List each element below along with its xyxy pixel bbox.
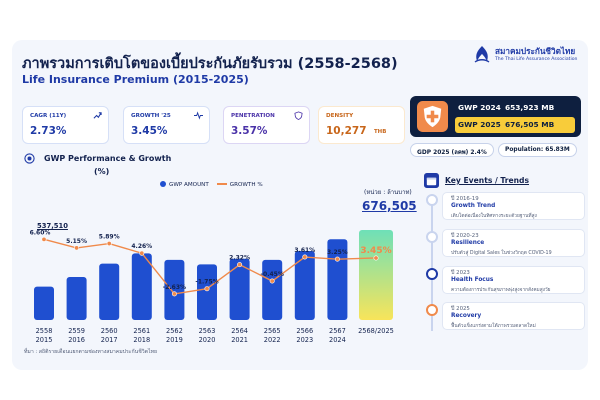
logo-emblem-icon: [474, 46, 490, 63]
kpi-card-cagr: CAGR (11Y) 2.73%: [22, 106, 109, 144]
event-heading: Health Focus: [451, 277, 494, 283]
latest-total-label: 676,505: [362, 199, 417, 213]
legend-label-growth: GROWTH %: [229, 182, 263, 188]
event-description: ฟื้นตัวแข็งแกร่งตามโต้ภาพรวมตลาดใหม่: [451, 324, 536, 329]
event-card-health: ปี 2023 Health Focus ความต้องการประกันสุ…: [442, 266, 585, 294]
events-title: Key Events / Trends: [445, 176, 530, 185]
kpi-value: 3.57%: [231, 125, 268, 137]
logo-name-th: สมาคมประกันชีวิตไทย: [495, 46, 576, 56]
gwp-row-2024: GWP 2024 653,923 MB: [455, 100, 575, 116]
event-card-resilience: ปี 2020-23 Resilience ปรับตัวสู่ Digital…: [442, 229, 585, 257]
population-pill: Population: 65.83M: [498, 143, 577, 157]
event-description: ปรับตัวสู่ Digital Sales ในช่วงวิกฤต COV…: [451, 251, 552, 256]
event-card-recovery: ปี 2025 Recovery ฟื้นตัวแข็งแกร่งตามโต้ภ…: [442, 302, 585, 330]
event-heading: Resilience: [451, 240, 485, 246]
kpi-card-growth: GROWTH '25 3.45%: [123, 106, 210, 144]
legend-label-amount: GWP AMOUNT: [169, 182, 209, 188]
timeline-dot: [426, 194, 438, 206]
gwp-value-2024: 653,923 MB: [505, 103, 555, 112]
kpi-value: 2.73%: [30, 125, 67, 137]
pulse-icon: [194, 111, 203, 120]
kpi-value: 3.45%: [131, 125, 168, 137]
event-year: ปี 2023: [451, 270, 470, 276]
calendar-icon: [424, 173, 439, 188]
gwp-value-2025: 676,505 MB: [505, 120, 555, 129]
event-heading: Growth Trend: [451, 203, 496, 209]
gwp-label-2025: GWP 2025: [458, 120, 501, 129]
first-total-label: 537,510: [37, 222, 68, 230]
legend-swatch-amount: [160, 181, 166, 187]
event-year: ปี 2025: [451, 306, 470, 312]
kpi-value: 10,277: [326, 125, 367, 137]
gwp-row-2025: GWP 2025 676,505 MB: [455, 117, 575, 133]
kpi-label: GROWTH '25: [131, 113, 171, 119]
event-year: ปี 2016-19: [451, 196, 479, 202]
event-year: ปี 2020-23: [451, 233, 479, 239]
kpi-card-penetration: PENETRATION 3.57%: [223, 106, 310, 144]
event-card-growth: ปี 2016-19 Growth Trend เติบโตต่อเนื่องใ…: [442, 192, 585, 220]
event-description: เติบโตต่อเนื่องในทิศทางระยะตัวยฐานที่สูง: [451, 214, 537, 219]
page-subtitle: Life Insurance Premium (2015-2025): [22, 73, 249, 86]
trend-up-icon: [93, 112, 102, 119]
kpi-label: CAGR (11Y): [30, 113, 67, 119]
kpi-label: DENSITY: [326, 113, 354, 119]
event-heading: Recovery: [451, 313, 482, 319]
timeline-line: [431, 196, 433, 331]
gdp-pill: GDP 2025 (ลคพ) 2.4%: [410, 143, 494, 157]
shield-plus-icon: [417, 101, 448, 132]
legend-swatch-growth: [216, 183, 227, 185]
target-icon: [24, 153, 35, 164]
timeline-dot: [426, 268, 438, 280]
timeline-dot: [426, 304, 438, 316]
chart-subtitle: (%): [94, 167, 110, 176]
kpi-label: PENETRATION: [231, 113, 275, 119]
page-title: ภาพรวมการเติบโตของเบี้ยประกันภัยรับรวม (…: [22, 56, 398, 72]
unit-note: (หน่วย : ล้านบาท): [364, 189, 412, 196]
gwp-summary-box: GWP 2024 653,923 MB GWP 2025 676,505 MB: [410, 96, 581, 137]
event-description: ความต้องการประกันสุขภาพพุ่งสูงจากสังคมสู…: [451, 288, 551, 293]
logo-name-en: The Thai Life Assurance Association: [495, 57, 578, 62]
kpi-unit: THB: [374, 129, 387, 135]
timeline-dot: [426, 231, 438, 243]
source-note: ที่มา : สถิติรายเดือนแยกตามช่องทางสมาคมป…: [24, 349, 158, 355]
shield-check-icon: [294, 111, 303, 120]
chart-legend: GWP AMOUNT GROWTH %: [160, 181, 263, 188]
gwp-label-2024: GWP 2024: [458, 103, 501, 112]
association-logo: สมาคมประกันชีวิตไทย The Thai Life Assura…: [471, 42, 591, 68]
kpi-card-density: DENSITY 10,277 THB: [318, 106, 405, 144]
chart-title: GWP Performance & Growth: [44, 154, 172, 163]
